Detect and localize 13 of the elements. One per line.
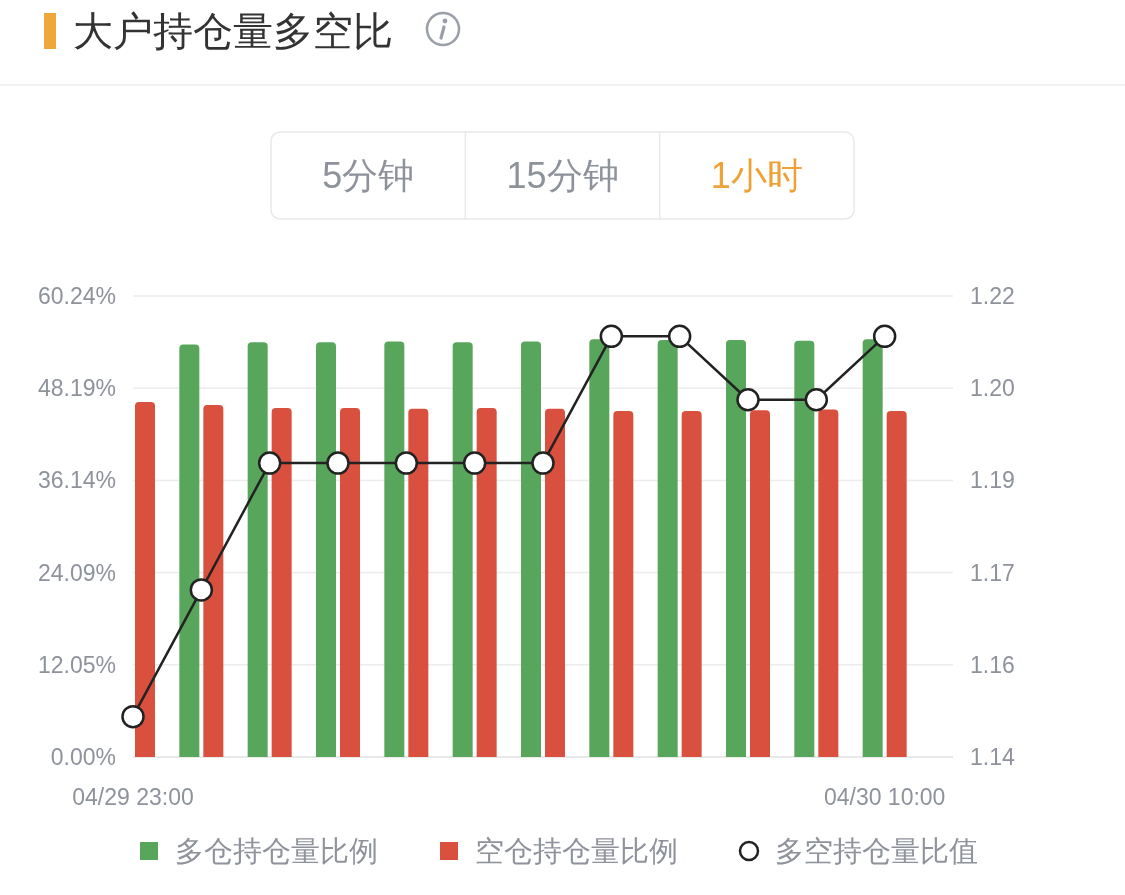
point: [326, 451, 350, 475]
point: [736, 387, 760, 412]
point: [462, 451, 487, 475]
title: 大户持仓量多空比: [73, 9, 393, 53]
point: [599, 324, 624, 349]
point: [531, 451, 555, 475]
point: [667, 324, 692, 349]
point: [257, 451, 282, 475]
point: [121, 704, 145, 729]
point: [189, 578, 214, 602]
point: [872, 324, 897, 349]
point: [804, 387, 829, 412]
point: [394, 451, 419, 475]
